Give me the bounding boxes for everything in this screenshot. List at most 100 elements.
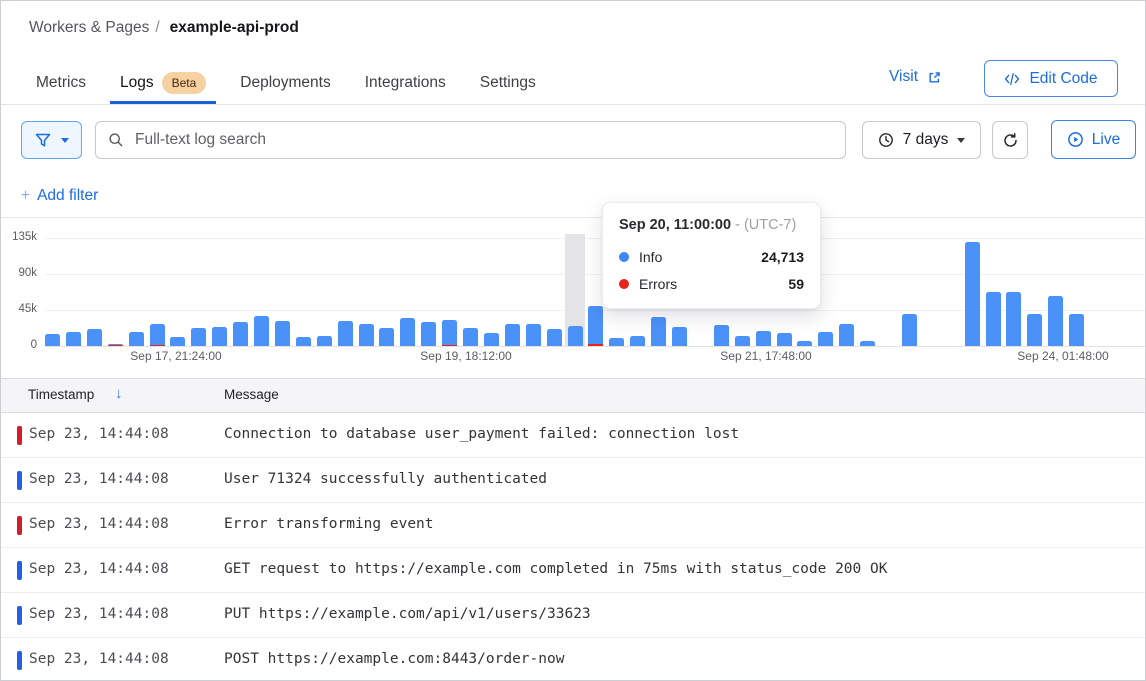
chart-bar[interactable] [233,322,249,346]
chart-bar[interactable] [901,314,917,346]
chart-bar[interactable] [672,326,687,346]
log-timestamp: Sep 23, 14:44:08 [29,426,169,442]
chart-bar[interactable] [421,322,437,346]
chart-bar[interactable] [630,335,646,346]
log-message: Connection to database user_payment fail… [224,426,740,442]
search-icon [108,132,124,148]
chart-bar[interactable] [776,333,792,346]
chart-bar[interactable] [45,334,60,346]
chart-bar[interactable] [483,333,499,346]
chart-bar[interactable] [274,321,290,346]
column-message: Message [224,387,279,402]
log-message: Error transforming event [224,516,434,532]
chart-bar[interactable] [316,335,332,346]
chart-bar[interactable] [1069,314,1085,346]
search-input[interactable] [133,130,833,150]
add-filter-label: Add filter [37,187,99,204]
sort-desc-icon[interactable]: ↓ [115,385,123,402]
y-gridline [45,346,1145,347]
chart-bar[interactable] [463,327,478,346]
chart-bar[interactable] [609,338,625,346]
log-row[interactable]: Sep 23, 14:44:08 User 71324 successfully … [1,458,1145,503]
visit-label: Visit [889,68,919,85]
log-timestamp: Sep 23, 14:44:08 [29,516,169,532]
log-row[interactable]: Sep 23, 14:44:08 Connection to database u… [1,413,1145,458]
chart-bar[interactable] [107,343,123,346]
log-row[interactable]: Sep 23, 14:44:08 PUT https://example.com/… [1,593,1145,638]
chart-bar[interactable] [860,341,876,346]
chart-bar[interactable] [1048,296,1064,346]
chart-bar[interactable] [170,337,186,346]
chart-bar[interactable] [86,329,102,346]
chart-bar[interactable] [839,324,855,346]
breadcrumb-parent[interactable]: Workers & Pages [29,19,150,36]
tab-metrics[interactable]: Metrics [26,62,96,104]
y-axis-tick-label: 0 [30,339,37,351]
chart-bar[interactable] [964,242,980,346]
series-value: 59 [788,276,804,292]
series-dot-icon [619,252,629,262]
tab-deployments[interactable]: Deployments [230,62,340,104]
edit-code-button[interactable]: Edit Code [984,60,1118,97]
chart-bar[interactable] [1006,292,1022,346]
tab-label: Integrations [364,74,446,91]
add-filter-button[interactable]: + Add filter [21,187,98,205]
tab-settings[interactable]: Settings [470,62,546,104]
chart-bar[interactable] [546,329,562,346]
beta-badge: Beta [161,72,207,94]
chart-bar[interactable] [651,317,667,346]
x-axis-tick-label: Sep 24, 01:48:00 [1017,349,1109,363]
breadcrumb-current: example-api-prod [169,19,299,36]
log-row[interactable]: Sep 23, 14:44:08 GET request to https://e… [1,548,1145,593]
chart-bar[interactable] [337,321,353,346]
log-search-box[interactable] [95,121,846,159]
chart-bar[interactable] [1027,314,1043,346]
chart-bar[interactable] [755,330,771,346]
tab-logs[interactable]: Logs Beta [109,62,217,104]
chart-bar[interactable] [734,336,750,346]
chart-bar[interactable] [504,323,520,346]
x-axis-tick-label: Sep 17, 21:24:00 [130,349,222,363]
chart-bar[interactable] [128,331,144,346]
log-timestamp: Sep 23, 14:44:08 [29,561,169,577]
tab-label: Deployments [240,74,331,91]
tooltip-timezone: (UTC-7) [743,217,797,233]
chart-bar[interactable] [400,318,416,346]
series-label: Errors [639,276,678,292]
chart-bar[interactable] [65,332,81,346]
log-timestamp: Sep 23, 14:44:08 [29,606,169,622]
column-timestamp[interactable]: Timestamp [28,387,95,402]
visit-link[interactable]: Visit [889,68,942,86]
chart-bar[interactable] [567,326,583,346]
time-range-label: 7 days [902,131,949,148]
log-message: User 71324 successfully authenticated [224,471,548,487]
time-range-dropdown[interactable]: 7 days [862,121,981,159]
chart-bar[interactable] [295,337,311,346]
series-label: Info [639,249,663,265]
chart-bar[interactable] [254,316,269,346]
chart-bar[interactable] [818,332,834,346]
chart-bar[interactable] [713,325,729,346]
log-row[interactable]: Sep 23, 14:44:08 Error transforming event [1,503,1145,548]
chart-bar[interactable] [379,327,395,346]
live-label: Live [1091,130,1121,148]
log-row[interactable]: Sep 23, 14:44:08 POST https://example.com… [1,638,1145,680]
refresh-button[interactable] [992,121,1028,159]
series-value: 24,713 [761,249,804,265]
log-level-indicator-info [17,471,22,490]
tab-integrations[interactable]: Integrations [355,62,456,104]
filter-dropdown-button[interactable] [21,121,82,159]
edit-code-label: Edit Code [1029,69,1098,87]
chart-bar[interactable] [358,323,374,346]
chart-bar[interactable] [985,292,1001,346]
chart-bar[interactable] [797,341,813,346]
live-button[interactable]: Live [1051,120,1136,159]
chart-bar[interactable] [442,319,458,346]
chart-bar[interactable] [212,326,228,346]
log-level-indicator-info [17,561,22,580]
chart-bar[interactable] [588,306,604,346]
chart-bar[interactable] [149,324,165,346]
chart-bar[interactable] [191,328,207,346]
chart-bar[interactable] [525,324,541,346]
chart-bar-error-segment [588,343,604,346]
